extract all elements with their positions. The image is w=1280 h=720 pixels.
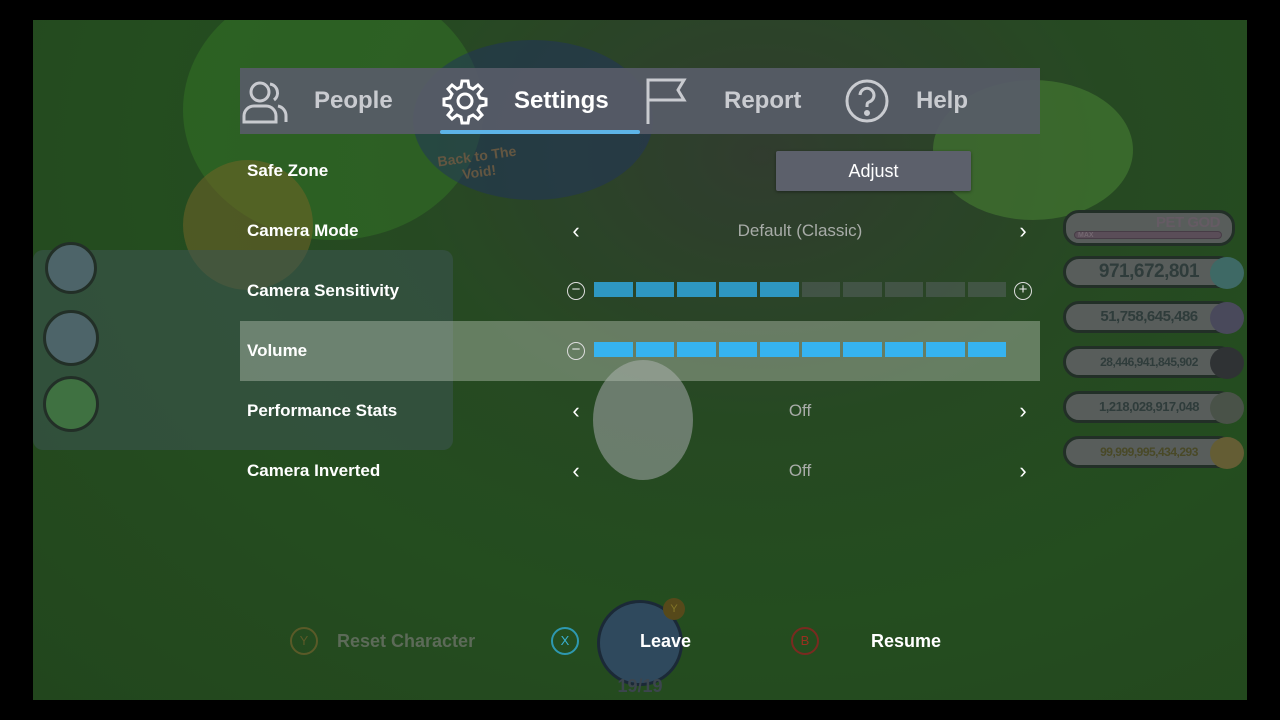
slider-segment[interactable] [635, 342, 674, 357]
slider-segment[interactable] [801, 282, 840, 297]
pets-count: 19/19 [617, 676, 663, 696]
slider-segment[interactable] [926, 282, 965, 297]
rank-progress-bar: MAX [1074, 231, 1222, 239]
slider-segment[interactable] [884, 282, 923, 297]
hud-side-button[interactable] [45, 242, 97, 294]
button-label: Reset Character [337, 630, 476, 651]
setting-label: Volume [247, 341, 308, 360]
setting-camera-sensitivity: Camera Sensitivity − + [240, 261, 1040, 321]
tab-label: Report [724, 87, 802, 114]
slider-segment[interactable] [635, 282, 674, 297]
currency-4: 1,218,028,917,048 [1063, 391, 1244, 424]
rank-bar-label: MAX [1078, 232, 1094, 239]
sensitivity-slider[interactable] [594, 282, 1006, 297]
chevron-left-icon[interactable]: ‹ [572, 218, 580, 243]
currency-diamonds: 971,672,801 [1063, 256, 1244, 289]
volume-slider[interactable] [594, 342, 1006, 357]
active-tab-indicator [440, 130, 640, 134]
currency-3: 28,446,941,845,902 [1063, 346, 1244, 379]
tab-report[interactable]: Report [644, 68, 801, 134]
tab-people[interactable]: People [240, 68, 393, 134]
tab-label: Help [916, 87, 969, 114]
chevron-left-icon[interactable]: ‹ [572, 458, 580, 483]
setting-label: Performance Stats [247, 401, 398, 420]
slider-segment[interactable] [677, 282, 716, 297]
tab-label: Settings [514, 87, 609, 114]
currency-value: 1,218,028,917,048 [1099, 399, 1199, 414]
setting-camera-inverted: Camera Inverted ‹ Off › [240, 441, 1040, 501]
slider-segment[interactable] [677, 342, 716, 357]
slider-segment[interactable] [718, 282, 757, 297]
minus-icon[interactable]: − [567, 342, 585, 360]
flag-icon [646, 78, 687, 124]
tab-label: People [314, 87, 393, 114]
y-key-icon: Y [290, 627, 318, 655]
currency-2: 51,758,645,486 [1063, 301, 1244, 334]
slider-segment[interactable] [884, 342, 923, 357]
chevron-left-icon[interactable]: ‹ [572, 398, 580, 423]
setting-label: Safe Zone [247, 161, 329, 180]
setting-value: Default (Classic) [737, 221, 863, 240]
currency-value: 99,999,995,434,293 [1100, 445, 1198, 459]
leave-button[interactable]: X Leave [551, 626, 691, 656]
rank-display: PET GOD MAX [1063, 210, 1235, 246]
slider-segment[interactable] [594, 282, 633, 297]
setting-label: Camera Sensitivity [247, 281, 400, 300]
adjust-button[interactable]: Adjust [776, 151, 971, 191]
slider-segment[interactable] [967, 342, 1006, 357]
setting-value: Off [788, 461, 812, 480]
hud-side-button[interactable] [43, 376, 99, 432]
slider-segment[interactable] [967, 282, 1006, 297]
slider-segment[interactable] [718, 342, 757, 357]
slider-segment[interactable] [801, 342, 840, 357]
plus-icon[interactable]: + [1014, 282, 1032, 300]
hud-side-button[interactable] [43, 310, 99, 366]
button-label: Resume [871, 630, 942, 651]
slider-segment[interactable] [760, 342, 799, 357]
setting-safe-zone: Safe Zone [240, 141, 1040, 201]
chevron-right-icon[interactable]: › [1019, 458, 1027, 483]
pets-key-badge: Y [663, 598, 685, 620]
setting-value: Off [788, 401, 812, 420]
slider-segment[interactable] [843, 342, 882, 357]
currency-value: 28,446,941,845,902 [1100, 355, 1198, 369]
setting-label: Camera Mode [247, 221, 359, 240]
gear-icon [442, 79, 488, 125]
button-label: Leave [640, 630, 692, 651]
slider-segment[interactable] [594, 342, 633, 357]
setting-label: Camera Inverted [247, 461, 381, 480]
chevron-right-icon[interactable]: › [1019, 398, 1027, 423]
x-key-icon: X [551, 627, 579, 655]
currency-coins: 99,999,995,434,293 [1063, 436, 1244, 469]
help-icon [845, 79, 889, 123]
setting-camera-mode: Camera Mode ‹ Default (Classic) › [240, 201, 1040, 261]
resume-button[interactable]: B Resume [791, 626, 941, 656]
currency-value: 971,672,801 [1098, 261, 1200, 282]
currency-value: 51,758,645,486 [1100, 308, 1198, 325]
chevron-right-icon[interactable]: › [1019, 218, 1027, 243]
reset-character-button[interactable]: Y Reset Character [290, 626, 475, 656]
b-key-icon: B [791, 627, 819, 655]
rank-label: PET GOD [1155, 214, 1221, 231]
slider-segment[interactable] [843, 282, 882, 297]
slider-segment[interactable] [926, 342, 965, 357]
minus-icon[interactable]: − [567, 282, 585, 300]
menu-tab-bar: People Settings Report Help [240, 68, 1040, 134]
setting-performance-stats: Performance Stats ‹ Off › [240, 381, 1040, 441]
tab-settings[interactable]: Settings [440, 68, 609, 134]
slider-segment[interactable] [760, 282, 799, 297]
setting-volume: Volume − [240, 321, 1040, 381]
tab-help[interactable]: Help [842, 68, 968, 134]
people-icon [242, 81, 288, 124]
